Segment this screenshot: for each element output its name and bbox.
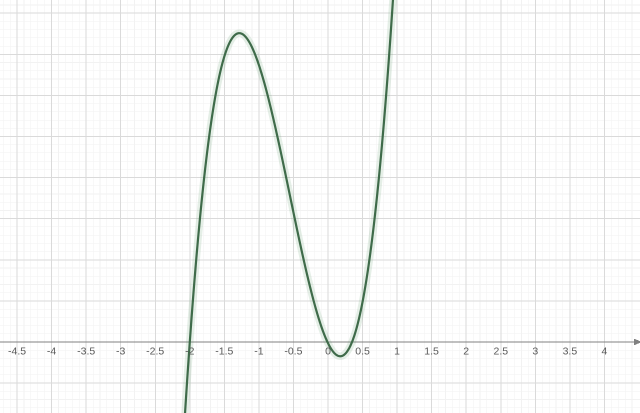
- svg-text:0: 0: [325, 346, 331, 358]
- svg-text:0.5: 0.5: [355, 346, 370, 358]
- svg-text:1: 1: [394, 346, 400, 358]
- svg-text:4: 4: [601, 346, 607, 358]
- svg-text:-1: -1: [254, 346, 263, 358]
- svg-text:-2.5: -2.5: [146, 346, 164, 358]
- svg-text:-2: -2: [185, 346, 194, 358]
- svg-text:-0.5: -0.5: [284, 346, 302, 358]
- svg-text:3.5: 3.5: [563, 346, 578, 358]
- svg-text:3: 3: [532, 346, 538, 358]
- svg-text:-4.5: -4.5: [8, 346, 26, 358]
- svg-text:2: 2: [463, 346, 469, 358]
- svg-text:1.5: 1.5: [424, 346, 439, 358]
- svg-text:2.5: 2.5: [493, 346, 508, 358]
- svg-text:-1.5: -1.5: [215, 346, 233, 358]
- svg-text:-4: -4: [47, 346, 56, 358]
- svg-text:-3.5: -3.5: [77, 346, 95, 358]
- svg-text:-3: -3: [116, 346, 125, 358]
